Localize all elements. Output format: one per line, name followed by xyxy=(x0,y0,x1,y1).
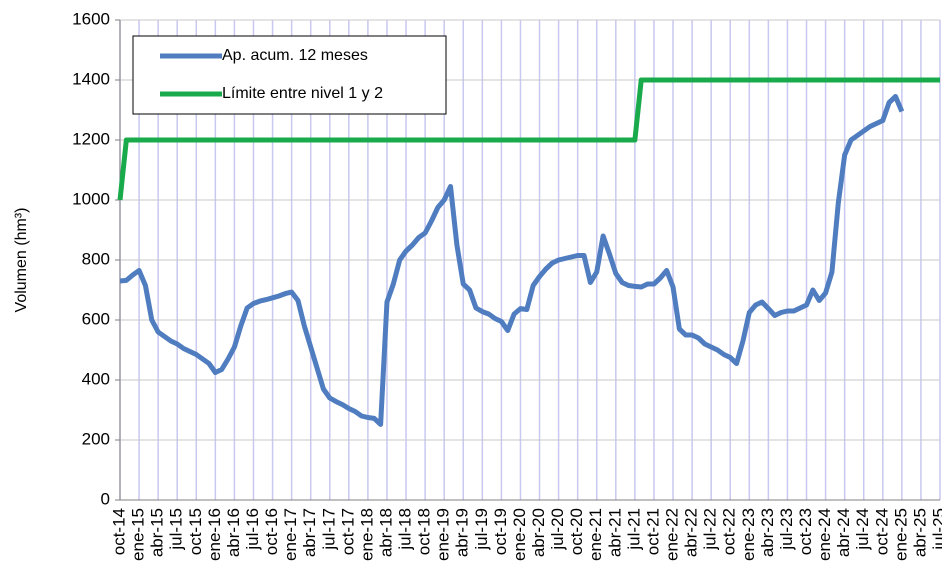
x-tick-label: abr-20 xyxy=(529,508,548,557)
x-tick-label: jul-21 xyxy=(624,508,643,551)
x-tick-label: abr-15 xyxy=(148,508,167,557)
x-tick-label: oct-24 xyxy=(872,508,891,555)
y-tick-label: 400 xyxy=(82,369,110,388)
x-tick-label: jul-20 xyxy=(548,508,567,551)
y-tick-label: 0 xyxy=(101,489,110,508)
x-tick-label: ene-24 xyxy=(815,508,834,561)
x-tick-label: abr-21 xyxy=(605,508,624,557)
y-tick-label: 1200 xyxy=(72,129,110,148)
x-tick-label: jul-19 xyxy=(472,508,491,551)
x-tick-label: ene-21 xyxy=(586,508,605,561)
x-tick-label: abr-25 xyxy=(910,508,929,557)
x-tick-label: jul-15 xyxy=(167,508,186,551)
x-tick-label: abr-18 xyxy=(376,508,395,557)
x-tick-label: abr-24 xyxy=(834,508,853,557)
x-tick-label: ene-17 xyxy=(281,508,300,561)
x-tick-label: jul-16 xyxy=(243,508,262,551)
x-tick-label: oct-14 xyxy=(109,508,128,555)
x-tick-label: ene-16 xyxy=(205,508,224,561)
x-tick-label: ene-20 xyxy=(510,508,529,561)
x-tick-label: jul-22 xyxy=(701,508,720,551)
x-tick-label: jul-18 xyxy=(396,508,415,551)
x-tick-label: oct-17 xyxy=(338,508,357,555)
y-tick-label: 1000 xyxy=(72,189,110,208)
x-tick-label: abr-23 xyxy=(758,508,777,557)
x-tick-label: oct-18 xyxy=(415,508,434,555)
x-tick-label: abr-22 xyxy=(682,508,701,557)
x-tick-label: jul-17 xyxy=(319,508,338,551)
x-tick-label: oct-20 xyxy=(567,508,586,555)
data-line xyxy=(119,94,905,427)
legend-label: Límite entre nivel 1 y 2 xyxy=(222,85,383,102)
x-tick-label: ene-19 xyxy=(434,508,453,561)
x-tick-label: oct-16 xyxy=(262,508,281,555)
y-tick-label: 600 xyxy=(82,309,110,328)
x-tick-label: oct-19 xyxy=(491,508,510,555)
y-tick-label: 1600 xyxy=(72,9,110,28)
x-tick-label: jul-23 xyxy=(777,508,796,551)
x-tick-label: oct-22 xyxy=(720,508,739,555)
x-tick-label: ene-18 xyxy=(357,508,376,561)
data-line xyxy=(117,77,940,201)
x-tick-label: ene-15 xyxy=(129,508,148,561)
y-tick-label: 800 xyxy=(82,249,110,268)
x-tick-label: jul-25 xyxy=(929,508,942,551)
y-tick-label: 200 xyxy=(82,429,110,448)
x-tick-label: oct-21 xyxy=(643,508,662,555)
x-tick-label: abr-16 xyxy=(224,508,243,557)
x-tick-label: oct-15 xyxy=(186,508,205,555)
x-tick-label: jul-24 xyxy=(853,508,872,551)
legend-box xyxy=(132,35,447,115)
y-tick-label: 1400 xyxy=(72,69,110,88)
x-tick-label: ene-23 xyxy=(739,508,758,561)
legend-label: Ap. acum. 12 meses xyxy=(222,47,368,64)
x-tick-label: ene-25 xyxy=(891,508,910,561)
x-tick-label: abr-19 xyxy=(453,508,472,557)
x-tick-label: oct-23 xyxy=(796,508,815,555)
x-tick-label: ene-22 xyxy=(663,508,682,561)
y-axis-label: Volumen (hm³) xyxy=(13,208,30,313)
x-tick-label: abr-17 xyxy=(300,508,319,557)
